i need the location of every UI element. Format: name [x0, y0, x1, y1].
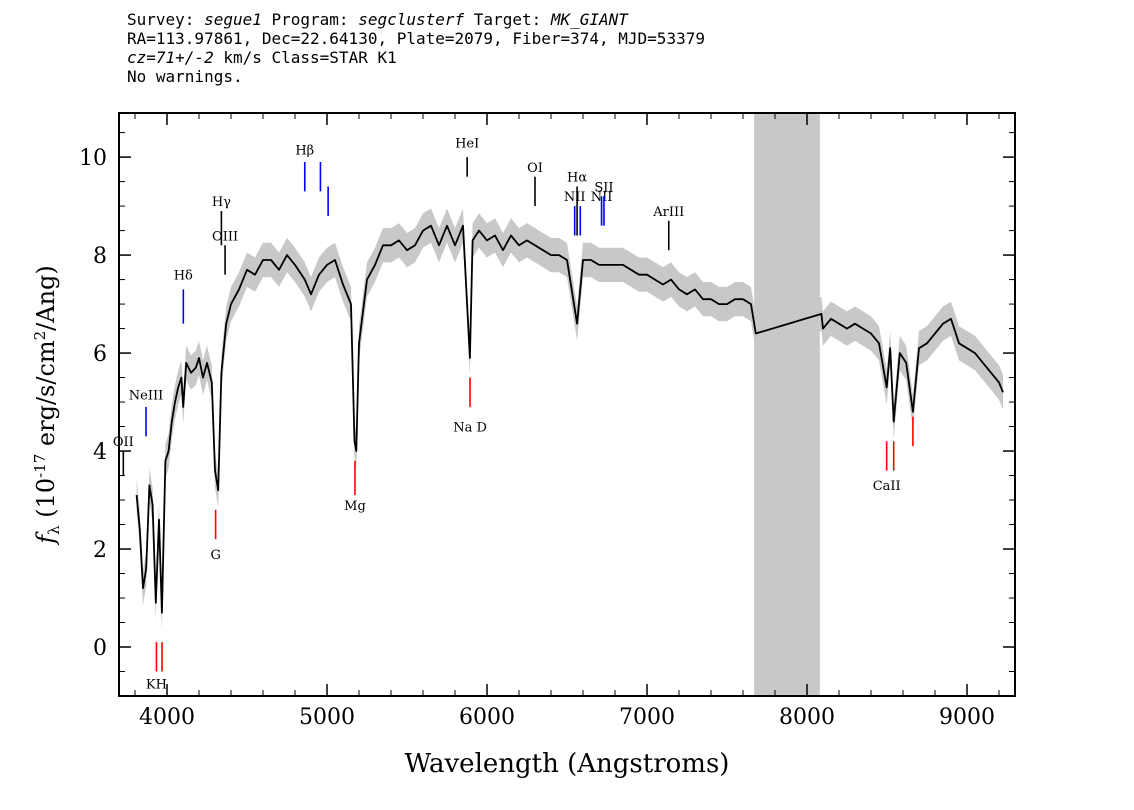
spectrum-header: Survey: segue1 Program: segclusterf Targ…: [127, 10, 705, 86]
line-label-g: G: [210, 548, 220, 563]
line-label-kh: KH: [146, 678, 167, 693]
y-tick-label: 8: [93, 244, 107, 269]
line-label-oii: OII: [113, 435, 134, 450]
masked-region-band: [754, 113, 820, 696]
y-axis-label: fλ (10-17 erg/s/cm2/Ang): [31, 265, 63, 546]
x-tick-label: 4000: [139, 705, 195, 730]
line-label-ariii: ArIII: [652, 205, 684, 220]
plot-frame: [118, 112, 1016, 697]
line-label-nii: NII: [591, 190, 613, 205]
y-tick-label: 6: [93, 342, 107, 367]
line-label-na-d: Na D: [453, 420, 487, 435]
flux-series-line: [135, 224, 1004, 614]
x-tick-label: 8000: [779, 705, 835, 730]
line-label-nii: NII: [564, 190, 586, 205]
header-line-survey: Survey: segue1 Program: segclusterf Targ…: [127, 10, 628, 29]
y-tick-label: 10: [79, 146, 107, 171]
header-line-warnings: No warnings.: [127, 67, 243, 86]
line-label-sii: SII: [594, 180, 613, 195]
line-label-hei: HeI: [455, 136, 479, 151]
y-tick-label: 2: [93, 538, 107, 563]
line-label-neiii: NeIII: [129, 389, 163, 404]
line-label-hδ: Hδ: [174, 269, 193, 284]
header-line-redshift: cz=71+/-2 km/s Class=STAR K1: [127, 48, 397, 67]
y-tick-label: 0: [93, 636, 107, 661]
line-label-hβ: Hβ: [295, 144, 314, 159]
flux-error-band: [136, 208, 1004, 630]
x-tick-label: 6000: [459, 705, 515, 730]
x-tick-label: 5000: [299, 705, 355, 730]
x-axis-label: Wavelength (Angstroms): [405, 749, 730, 779]
line-label-hα: Hα: [567, 171, 587, 186]
line-label-mg: Mg: [344, 499, 366, 514]
x-tick-label: 7000: [619, 705, 675, 730]
header-line-coordinates: RA=113.97861, Dec=22.64130, Plate=2079, …: [127, 29, 705, 48]
line-label-oiii: OIII: [212, 229, 238, 244]
x-tick-label: 9000: [939, 705, 995, 730]
line-label-oi: OI: [527, 161, 543, 176]
line-label-caii: CaII: [873, 479, 901, 494]
line-label-hγ: Hγ: [212, 195, 231, 210]
y-tick-label: 4: [93, 440, 107, 465]
